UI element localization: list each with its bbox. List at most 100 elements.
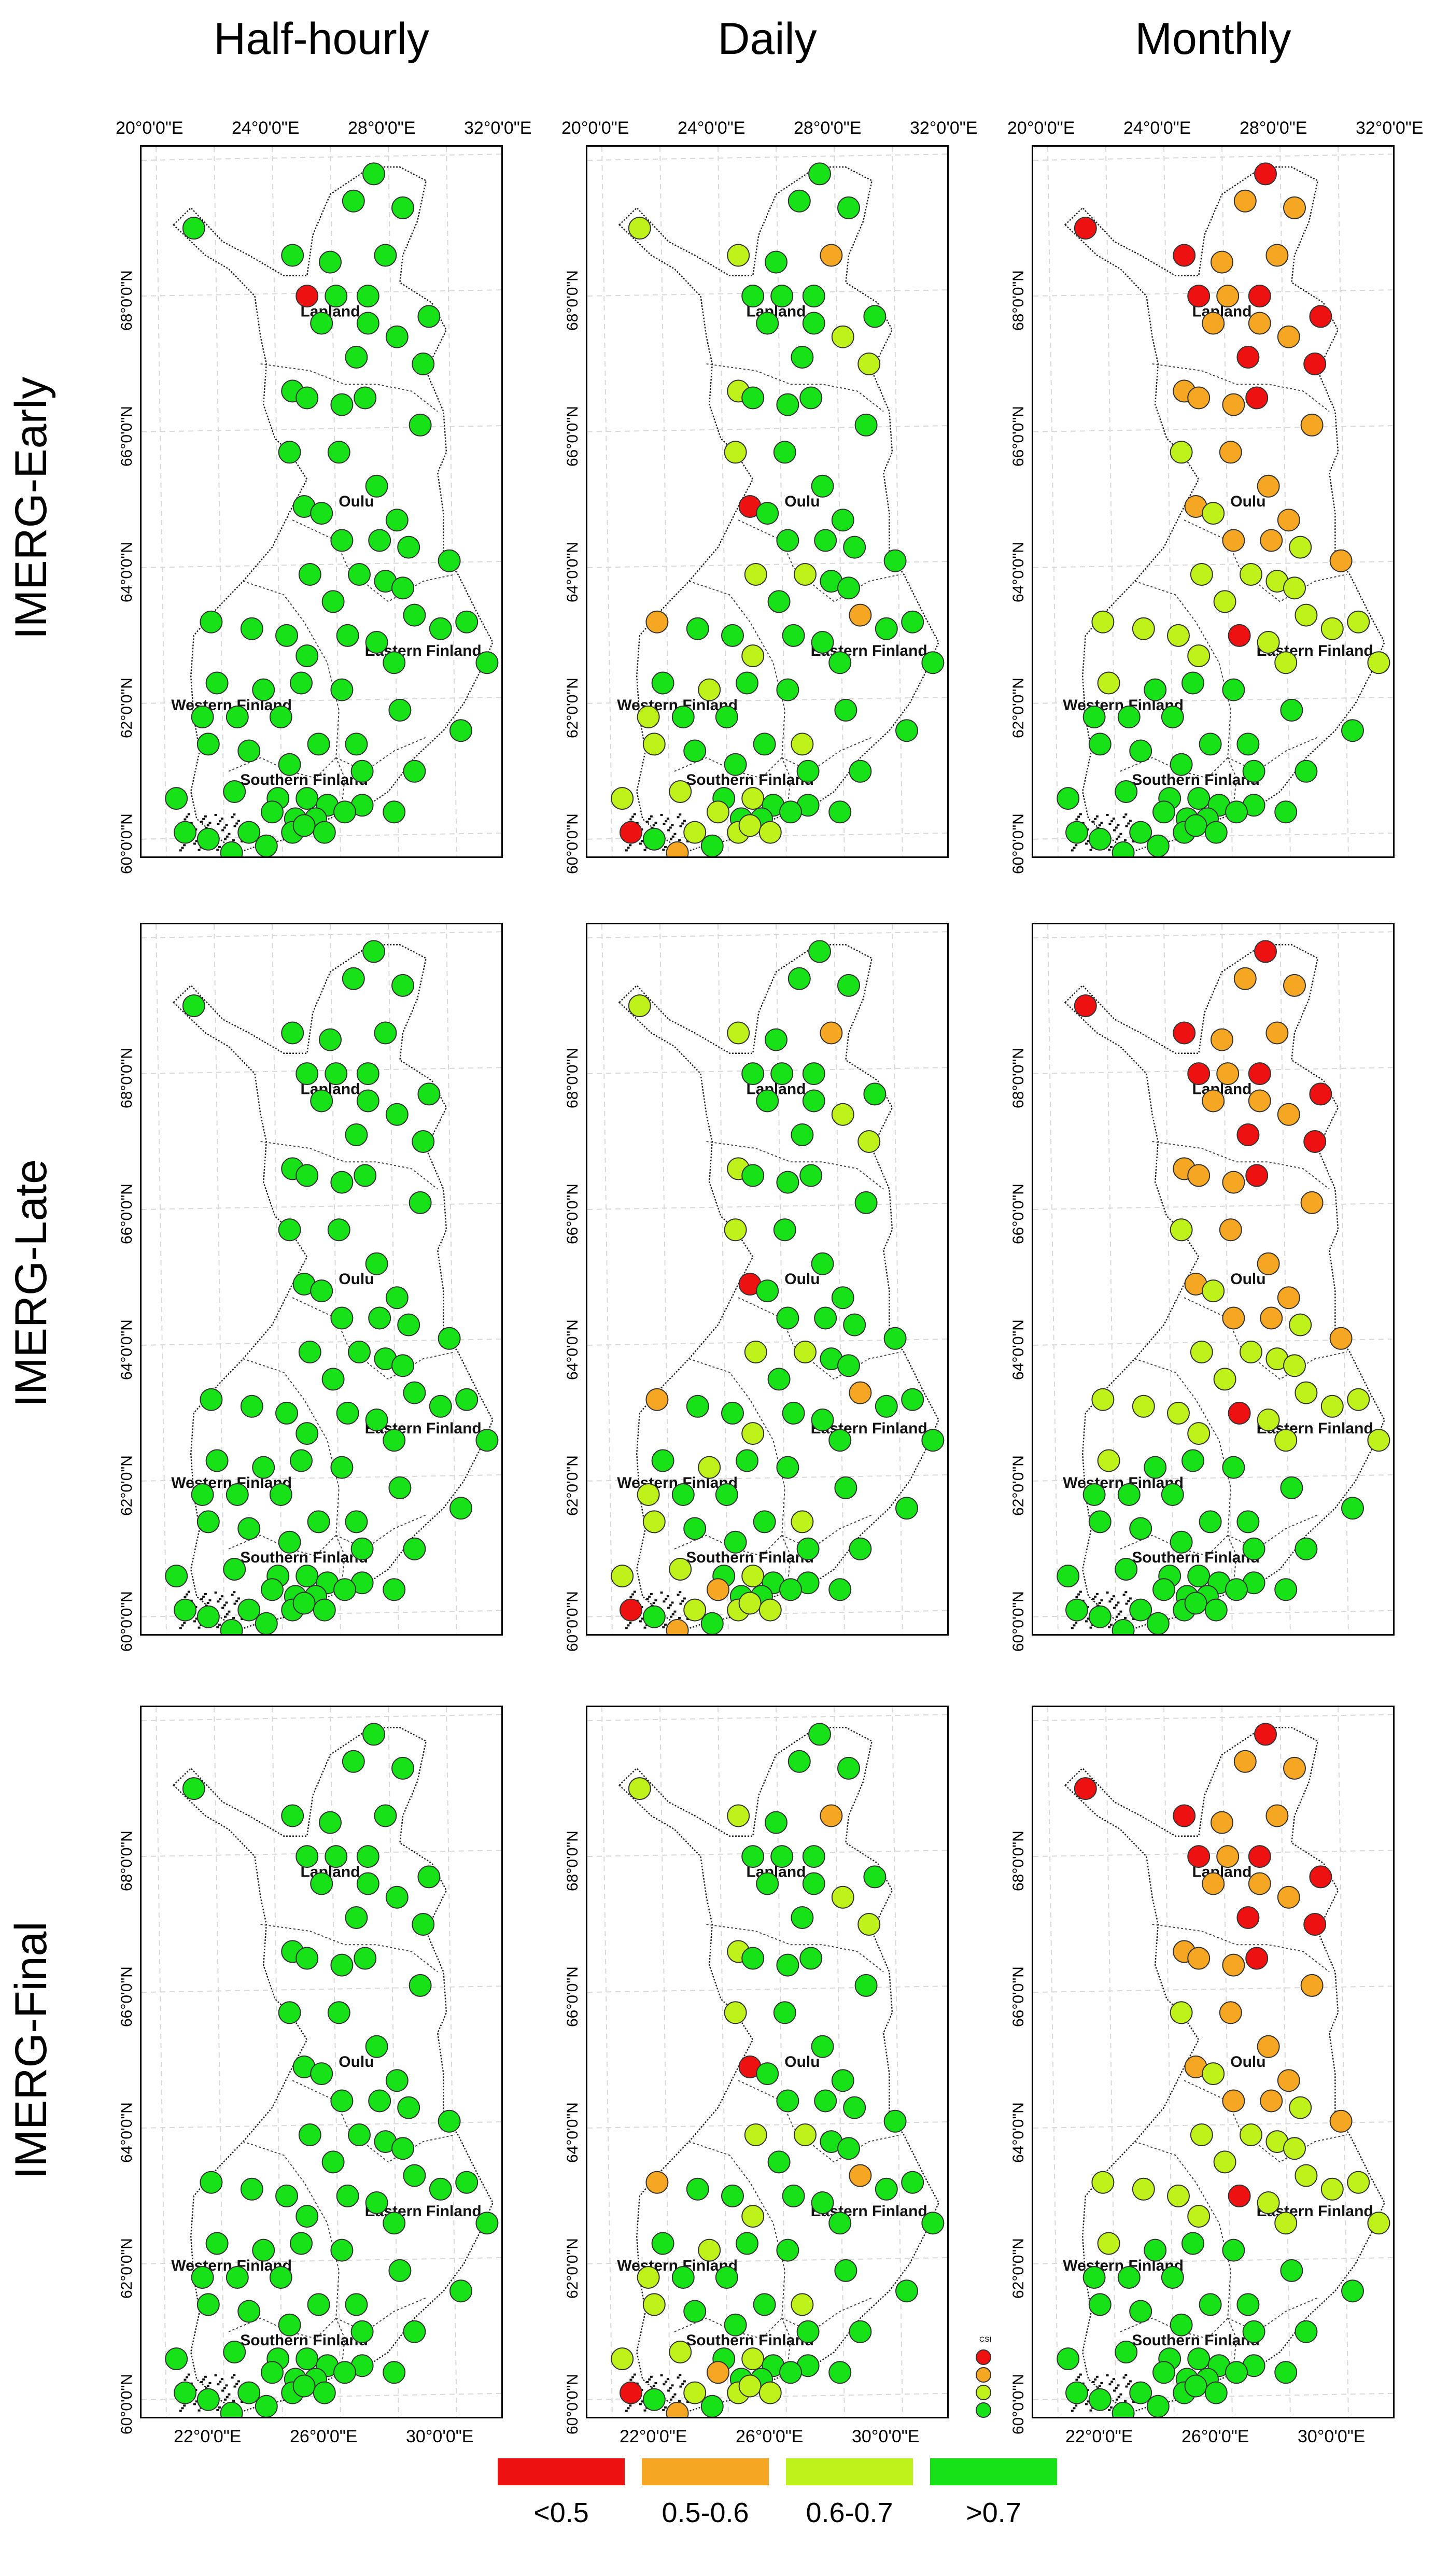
station-point [837, 1354, 860, 1377]
row-title-imerg-final: IMERG-Final [6, 1921, 56, 2179]
graticule-parallel [142, 1714, 501, 1722]
island-speck [1108, 1600, 1112, 1603]
station-point [174, 2381, 196, 2404]
station-point [628, 994, 651, 1018]
graticule-meridian [446, 147, 457, 856]
station-point [255, 2395, 278, 2417]
graticule-parallel [587, 1986, 947, 1993]
station-point [669, 1558, 692, 1581]
island-speck [673, 2393, 677, 2396]
station-point [1129, 2381, 1152, 2404]
island-speck [660, 2374, 663, 2376]
island-speck [1085, 1620, 1088, 1623]
island-speck [206, 1602, 209, 1604]
graticule-parallel [587, 1474, 947, 1482]
graticule-meridian [834, 147, 845, 856]
station-point [837, 974, 860, 997]
region-label: Southern Finland [240, 2332, 368, 2349]
station-point [226, 2266, 249, 2289]
graticule-parallel [1033, 289, 1393, 297]
island-speck [232, 2399, 235, 2402]
island-speck [625, 2410, 628, 2412]
station-point [794, 2123, 817, 2146]
station-point [1187, 1565, 1211, 1588]
station-point [336, 624, 359, 647]
legend-swatch-green [930, 2458, 1057, 2485]
station-point [791, 733, 814, 756]
graticule-parallel [1033, 1714, 1393, 1722]
station-point [834, 1476, 857, 1499]
island-speck [670, 1615, 673, 1618]
graticule-meridian [776, 147, 787, 856]
station-point [1240, 563, 1262, 586]
station-point [1202, 312, 1225, 335]
station-point [628, 1777, 651, 1800]
column-title-daily: Daily [718, 14, 817, 64]
station-point [1152, 1578, 1175, 1601]
island-speck [1116, 2398, 1119, 2401]
station-point [342, 189, 365, 213]
island-speck [1108, 823, 1112, 825]
map-panel: Lapland Oulu Eastern Finland Western Finlan… [140, 923, 503, 1636]
graticule-meridian [1279, 1707, 1291, 2417]
station-point [307, 2293, 330, 2316]
station-point [354, 1164, 377, 1187]
station-point [883, 2109, 907, 2133]
graticule-meridian [1105, 924, 1117, 1634]
station-point [365, 1252, 388, 1275]
station-point [327, 441, 350, 464]
station-point [237, 739, 261, 763]
station-point [1204, 1598, 1228, 1622]
island-speck [629, 844, 632, 847]
station-point [756, 1279, 779, 1303]
station-point [863, 305, 887, 328]
station-point [348, 2123, 371, 2146]
station-point [174, 821, 196, 844]
island-speck [183, 844, 186, 847]
island-speck [241, 2401, 244, 2403]
island-speck [681, 2383, 684, 2385]
station-point [391, 576, 414, 600]
island-speck [208, 822, 212, 824]
graticule-meridian [214, 147, 225, 856]
station-point [1213, 590, 1236, 613]
station-point [620, 821, 642, 844]
region-border [1152, 1924, 1330, 1973]
island-speck [671, 1613, 674, 1615]
station-point [237, 1598, 261, 1622]
island-speck [187, 813, 190, 815]
station-point [808, 1723, 831, 1746]
station-point [1091, 1388, 1115, 1411]
station-point [671, 706, 695, 728]
station-point [1228, 624, 1251, 647]
island-speck [631, 815, 635, 818]
station-point [776, 529, 799, 552]
graticule-meridian [446, 1707, 457, 2417]
graticule-meridian [834, 1707, 845, 2417]
station-point [1187, 386, 1211, 410]
station-point [333, 800, 356, 824]
station-point [1295, 603, 1318, 627]
island-speck [629, 1622, 632, 1624]
station-point [707, 800, 729, 824]
island-speck [679, 825, 682, 827]
island-speck [179, 1627, 182, 1629]
station-point [669, 780, 692, 803]
island-speck [1117, 835, 1120, 838]
station-point [671, 2266, 695, 2289]
island-speck [217, 1600, 220, 1603]
station-point [738, 2374, 762, 2398]
graticule-meridian [601, 924, 613, 1634]
graticule-meridian [1221, 147, 1233, 856]
graticule-parallel [587, 696, 947, 704]
island-speck [219, 1598, 222, 1600]
bottom-axis-label: 22°0'0"E [174, 2427, 242, 2446]
station-point [686, 2177, 709, 2201]
island-speck [218, 1623, 221, 1626]
island-speck [235, 2383, 238, 2385]
station-point [1146, 1612, 1170, 1634]
island-speck [1075, 844, 1078, 847]
station-point [296, 1422, 319, 1445]
station-point [223, 780, 246, 803]
island-speck [1124, 1616, 1127, 1619]
